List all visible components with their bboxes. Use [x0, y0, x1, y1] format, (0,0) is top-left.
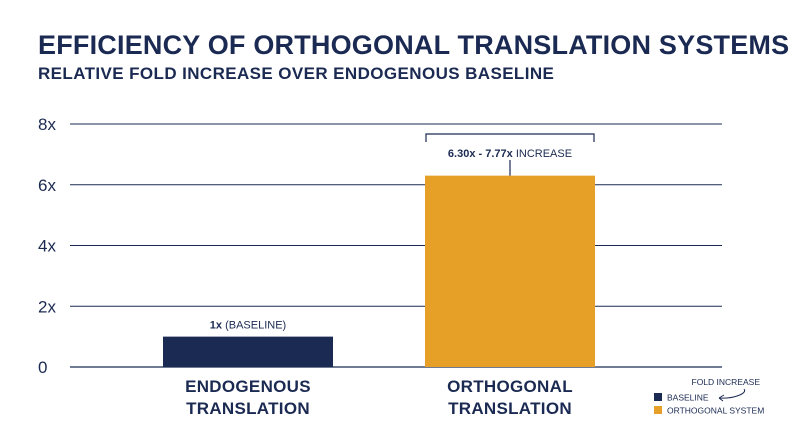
legend-note: FOLD INCREASE — [692, 377, 761, 387]
legend-entry: BASELINE — [667, 393, 709, 403]
category-label: TRANSLATION — [186, 399, 310, 418]
annotations: 1x (BASELINE) 6.30x - 7.77x INCREASE — [210, 133, 595, 332]
category-label: ORTHOGONAL — [447, 377, 573, 396]
y-axis-ticks: 0 2x 4x 6x 8x — [38, 115, 56, 377]
legend-arrow-head — [718, 394, 725, 402]
chart-subtitle: RELATIVE FOLD INCREASE OVER ENDOGENOUS B… — [38, 64, 555, 83]
legend-entry: ORTHOGONAL SYSTEM — [667, 406, 764, 416]
bars — [163, 175, 595, 367]
y-tick-label: 4x — [38, 237, 56, 256]
bar — [425, 175, 595, 367]
legend: FOLD INCREASE BASELINE ORTHOGONAL SYSTEM — [654, 377, 764, 416]
bar — [163, 336, 333, 367]
y-tick-label: 2x — [38, 297, 56, 316]
category-label: TRANSLATION — [448, 399, 572, 418]
range-bracket — [425, 133, 595, 142]
data-label: 6.30x - 7.77x INCREASE — [448, 148, 572, 160]
y-tick-label: 8x — [38, 115, 56, 134]
y-tick-label: 6x — [38, 176, 56, 195]
x-axis-categories: ENDOGENOUS TRANSLATION ORTHOGONAL TRANSLATI… — [185, 377, 573, 418]
data-label: 1x (BASELINE) — [210, 320, 286, 332]
legend-swatch — [654, 393, 662, 401]
y-tick-label: 0 — [38, 358, 47, 377]
legend-arrow — [718, 388, 746, 399]
gridlines — [70, 123, 722, 368]
legend-swatch — [654, 406, 662, 414]
chart-title: EFFICIENCY OF ORTHOGONAL TRANSLATION SYS… — [38, 30, 790, 60]
category-label: ENDOGENOUS — [185, 377, 311, 396]
